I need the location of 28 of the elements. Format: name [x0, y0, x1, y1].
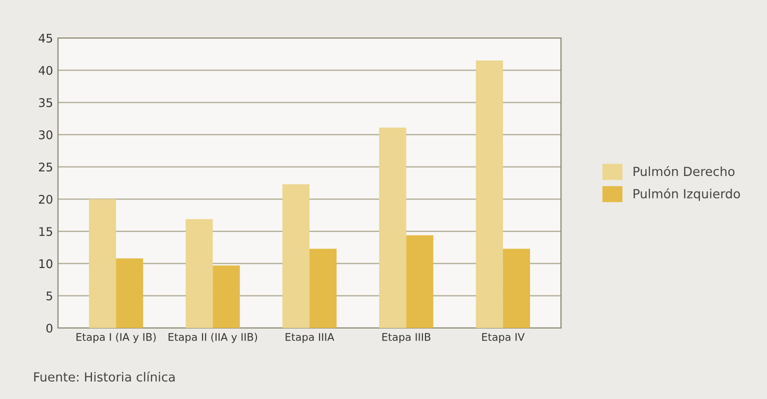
- x-tick-label: Etapa II (IIA y IIB): [168, 332, 258, 343]
- y-tick-label: 10: [39, 259, 52, 268]
- x-tick-label: Etapa IIIA: [286, 333, 334, 343]
- y-tick-label: 40: [38, 66, 52, 75]
- bar: [310, 248, 337, 328]
- y-tick-label: 30: [39, 130, 52, 140]
- y-tick-label: 5: [46, 292, 52, 300]
- bar: [186, 219, 213, 328]
- y-tick-label: 25: [38, 162, 52, 172]
- x-tick-label: Etapa IV: [482, 333, 525, 343]
- y-tick-label: 20: [38, 194, 52, 204]
- y-tick-label: 0: [46, 324, 52, 333]
- y-tick-label: 35: [39, 98, 52, 108]
- y-tick-label: 15: [39, 227, 52, 236]
- y-tick-label: 45: [38, 34, 52, 43]
- x-tick-label: Etapa I (IA y IB): [76, 332, 156, 343]
- bar: [282, 184, 310, 328]
- bar: [88, 199, 116, 328]
- bar: [406, 235, 434, 328]
- bar: [116, 258, 144, 328]
- legend-label: Pulmón Derecho: [634, 166, 734, 176]
- bar: [476, 60, 503, 328]
- source-note: Fuente: Historia clínica: [34, 371, 175, 382]
- bar: [212, 265, 240, 328]
- x-tick-label: Etapa IIIB: [382, 333, 430, 343]
- bar: [379, 128, 406, 328]
- legend-label: Pulmón Izquierdo: [634, 188, 740, 201]
- bar: [502, 248, 530, 328]
